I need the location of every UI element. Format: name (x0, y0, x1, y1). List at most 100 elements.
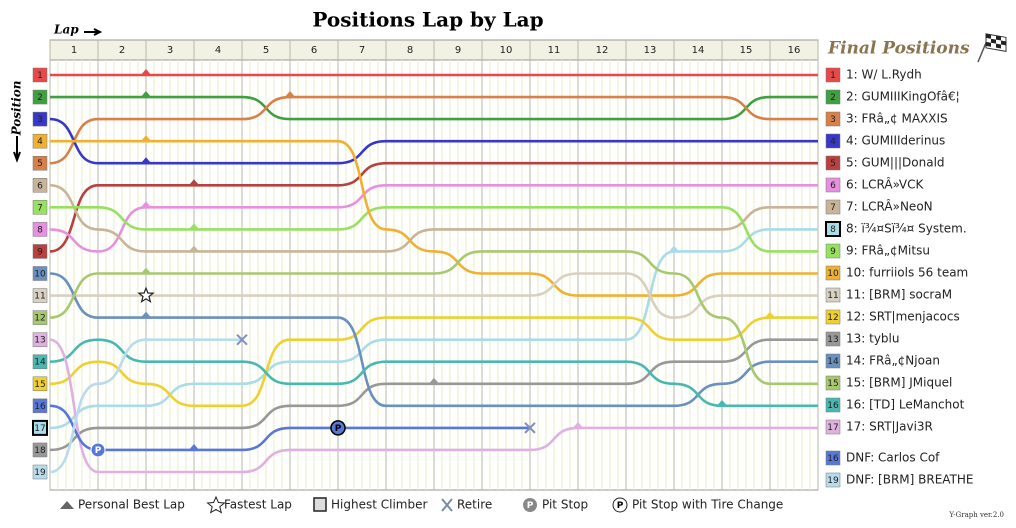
position-line (49, 250, 818, 386)
position-line (49, 338, 818, 408)
legend-swatch (825, 243, 841, 259)
position-line (49, 183, 818, 253)
y-tick-label: 18 (34, 446, 46, 456)
personal-best-marker (140, 91, 152, 99)
personal-best-marker (140, 201, 152, 209)
y-tick-box (32, 133, 48, 149)
legend-label: 11: [BRM] socraM (846, 288, 952, 302)
y-tick-box (32, 398, 48, 414)
legend-label: 1: W/ L.Rydh (846, 68, 922, 82)
y-tick-label: 12 (34, 314, 45, 324)
y-tick-label: 17 (34, 424, 45, 434)
legend-icon-pit (523, 498, 537, 512)
position-line (49, 338, 818, 452)
legend-icon-box (313, 497, 327, 512)
position-line (49, 272, 818, 408)
legend-label: DNF: [BRM] BREATHE (846, 473, 974, 487)
legend-label: 3: FRâ„¢ MAXXIS (846, 112, 948, 126)
legend-badge: 13 (827, 335, 838, 345)
legend-item-label: Pit Stop with Tire Change (632, 498, 783, 512)
y-tick-box (32, 288, 48, 303)
y-tick-label: 11 (34, 292, 45, 302)
y-tick-label: 8 (37, 225, 43, 235)
legend-label: 6: LCRÂ»VCK (846, 177, 925, 192)
symbol-legend: Personal Best Lap Fastest Lap Highest Clim… (60, 495, 783, 514)
x-tick-label: 6 (311, 45, 317, 56)
pit-stop-symbol: P (335, 424, 342, 434)
legend-item-label: Personal Best Lap (78, 498, 185, 512)
y-tick-label: 5 (37, 159, 43, 169)
personal-best-marker (140, 311, 152, 319)
y-tick-box (32, 222, 48, 237)
personal-best-marker (428, 377, 440, 385)
legend-badge: 3 (830, 115, 836, 125)
legend-icon-pit-tire (612, 497, 628, 513)
fastest-lap-marker (137, 286, 155, 303)
footer: Y-Graph ver.2.0 (948, 511, 1004, 519)
legend-pit-symbol: P (617, 501, 624, 511)
legend-icon-x (441, 498, 453, 512)
y-tick-label: 7 (37, 203, 43, 213)
legend-label: 2: GUMIIIKingOfâ€¦ (846, 90, 960, 104)
y-tick-label: 9 (37, 247, 43, 257)
y-tick-label: 6 (37, 181, 43, 191)
retire-marker (236, 333, 248, 346)
position-line (49, 95, 818, 165)
position-line (50, 95, 818, 121)
legend-swatch (825, 472, 841, 488)
legend-badge: 15 (827, 379, 838, 389)
legend-item-label: Retire (457, 498, 492, 512)
y-tick-label: 19 (34, 468, 46, 478)
personal-best-marker (140, 69, 152, 76)
legend-badge: 19 (827, 476, 839, 486)
legend-badge: 10 (827, 269, 839, 279)
legend-badge: 16 (827, 401, 839, 411)
personal-best-marker (668, 245, 680, 253)
legend-swatch (825, 199, 841, 215)
x-axis-label: Lap (53, 23, 79, 37)
personal-best-marker (188, 443, 200, 451)
legend-swatch (825, 177, 841, 193)
y-tick-label: 13 (34, 336, 45, 346)
position-line (50, 272, 818, 319)
y-tick-box (32, 155, 48, 171)
legend-swatch (825, 67, 841, 83)
y-tick-box (32, 266, 48, 281)
legend-badge: 4 (830, 137, 836, 147)
x-tick-label: 12 (596, 45, 609, 56)
legend-badge: 5 (830, 159, 836, 169)
legend-swatch (825, 221, 841, 237)
pit-stop-tire-marker (330, 420, 346, 436)
legend-item-label: Fastest Lap (224, 498, 292, 512)
legend-badge: 16 (827, 454, 839, 464)
legend-item-label: Highest Climber (331, 498, 427, 512)
legend-label: 16: [TD] LeManchot (846, 398, 965, 412)
legend-swatch (825, 309, 841, 325)
y-tick-box (32, 111, 48, 127)
retire-marker (524, 422, 536, 434)
personal-best-marker (716, 399, 728, 407)
legend-swatch (825, 331, 841, 347)
y-tick-label: 1 (37, 71, 43, 81)
y-tick-label: 10 (34, 270, 46, 280)
legend-badge: 11 (827, 291, 838, 301)
y-tick-label: 2 (37, 93, 43, 103)
position-line (49, 161, 818, 253)
y-tick-label: 16 (34, 402, 46, 412)
legend-badge: 6 (830, 181, 836, 191)
legend-label: 13: tyblu (846, 332, 900, 346)
legend-label: 17: SRT|Javi3R (846, 420, 933, 434)
y-tick-label: 15 (34, 380, 45, 390)
y-tick-box (32, 67, 48, 83)
legend: 1 1: W/ L.Rydh 2 2: GUMIIIKingOfâ€¦ 3 3: FRâ„… (825, 67, 974, 488)
y-tick-box (32, 442, 48, 458)
y-tick-box (32, 178, 48, 193)
y-tick-box (32, 376, 48, 392)
legend-title: Final Positions (827, 39, 970, 59)
legend-label: 15: [BRM] JMiquel (846, 376, 952, 390)
legend-swatch (825, 133, 841, 149)
x-tick-label: 8 (407, 45, 413, 56)
y-tick-box (32, 464, 48, 480)
y-tick-box (32, 89, 48, 105)
legend-swatch (825, 353, 841, 369)
